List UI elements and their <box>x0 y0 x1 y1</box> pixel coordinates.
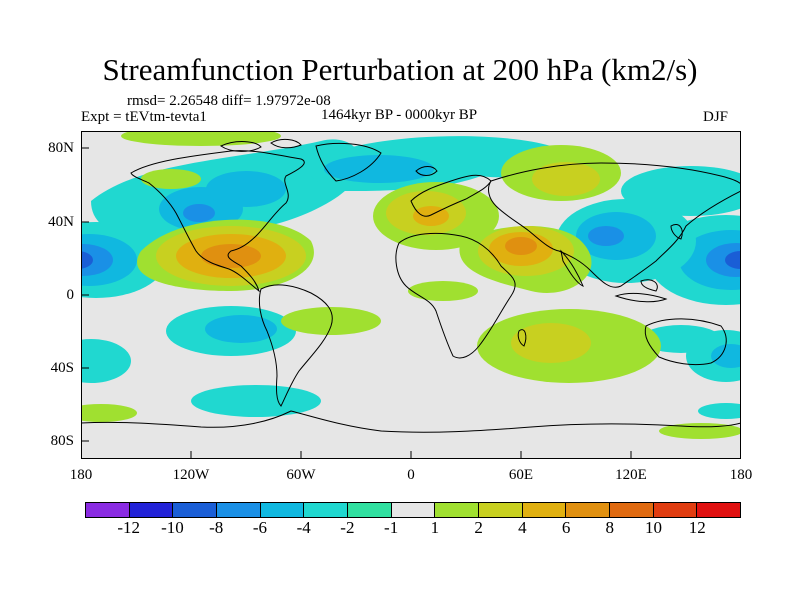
coastlines <box>81 138 741 433</box>
x-tick-label: 60W <box>286 467 316 483</box>
y-tick-label: 80S <box>50 433 74 449</box>
colorbar-swatch <box>304 503 349 517</box>
colorbar-tick-label: 1 <box>430 518 440 537</box>
colorbar-tick-label: 4 <box>518 518 527 537</box>
colorbar-swatch <box>479 503 523 517</box>
colorbar-swatch <box>173 503 218 517</box>
colorbar-tick-label: 8 <box>605 518 615 537</box>
x-tick-label: 60E <box>508 467 534 483</box>
colorbar-swatch <box>653 503 698 517</box>
x-tick-label: 120W <box>172 467 210 483</box>
axis-ticks <box>81 147 741 459</box>
streamfunction-map <box>81 131 741 459</box>
contour-fill <box>81 131 741 439</box>
stats-text: rmsd= 2.26548 diff= 1.97972e-08 <box>127 93 331 109</box>
y-tick-label: 0 <box>66 287 75 303</box>
colorbar-swatch <box>348 503 392 517</box>
colorbar-swatch <box>129 503 174 517</box>
x-tick-label: 0 <box>407 467 415 483</box>
map-title: Streamfunction Perturbation at 200 hPa (… <box>102 52 698 87</box>
colorbar-swatch <box>610 503 654 517</box>
colorbar-swatch <box>435 503 480 517</box>
y-tick-label: 40S <box>50 360 74 376</box>
colorbar-tick-label: -1 <box>384 518 399 537</box>
colorbar-tick-label: -4 <box>296 518 311 537</box>
colorbar-swatch <box>217 503 261 517</box>
colorbar-tick-label: 2 <box>474 518 483 537</box>
colorbar-tick-label: -6 <box>252 518 267 537</box>
x-tick-label: 180 <box>729 467 753 483</box>
season-label: DJF <box>703 109 729 125</box>
colorbar-swatch <box>260 503 305 517</box>
colorbar-tick-label: -2 <box>340 518 355 537</box>
colorbar-tick-label: 12 <box>688 518 706 537</box>
colorbar <box>85 502 741 518</box>
colorbar-swatch <box>391 503 436 517</box>
y-tick-label: 80N <box>48 140 74 156</box>
colorbar-tick-label: 6 <box>561 518 571 537</box>
colorbar-swatch <box>697 503 741 517</box>
colorbar-swatch <box>566 503 611 517</box>
colorbar-swatch <box>522 503 567 517</box>
experiment-label: Expt = tEVtm-tevta1 <box>81 109 207 125</box>
colorbar-tick-label: -12 <box>117 518 141 537</box>
y-tick-label: 40N <box>48 214 74 230</box>
colorbar-swatch <box>86 503 130 517</box>
colorbar-tick-label: -10 <box>161 518 184 537</box>
x-tick-label: 180 <box>69 467 93 483</box>
colorbar-tick-label: 10 <box>645 518 663 537</box>
colorbar-tick-label: -8 <box>209 518 224 537</box>
x-tick-label: 120E <box>615 467 647 483</box>
period-label: 1464kyr BP - 0000kyr BP <box>321 107 478 123</box>
